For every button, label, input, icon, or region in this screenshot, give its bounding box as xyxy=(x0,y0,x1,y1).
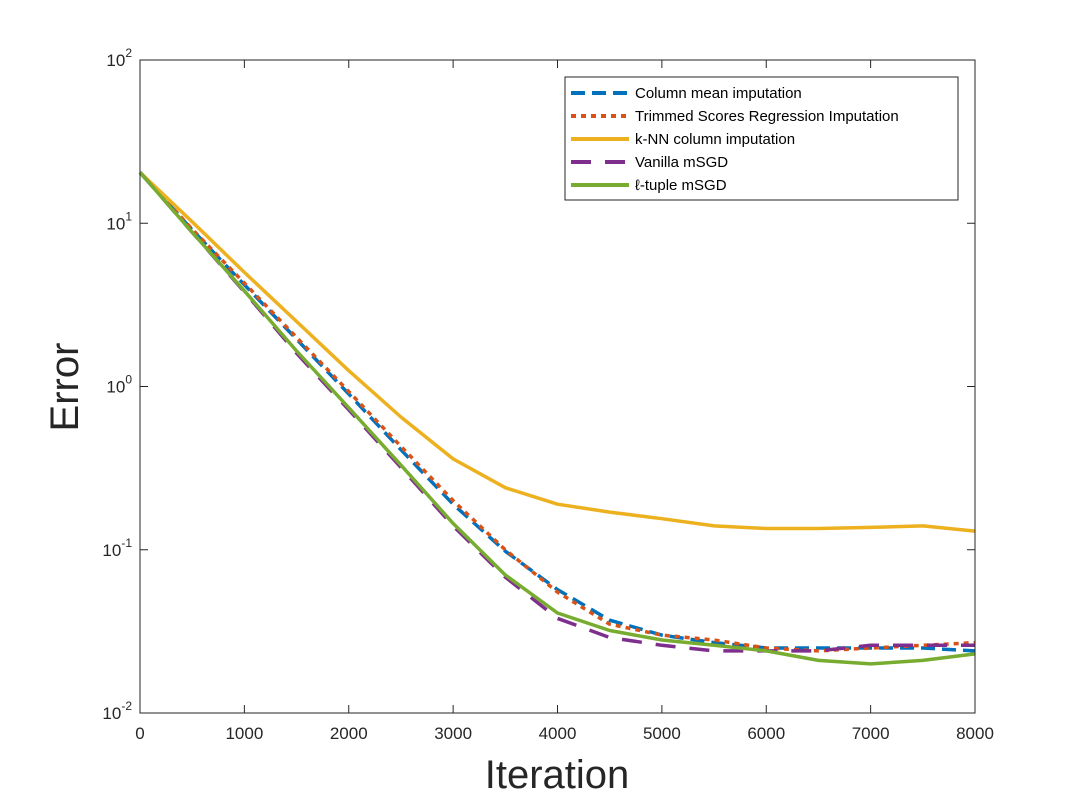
y-tick-label: 102 xyxy=(106,46,132,70)
y-tick-label: 10-2 xyxy=(102,699,132,723)
y-tick-label: 10-1 xyxy=(102,536,132,560)
y-tick-label: 100 xyxy=(106,373,132,397)
series-layer xyxy=(138,171,976,666)
x-tick-label: 8000 xyxy=(956,724,994,743)
legend-label-3: k-NN column imputation xyxy=(635,131,795,148)
x-tick-label: 5000 xyxy=(643,724,681,743)
x-tick-label: 7000 xyxy=(852,724,890,743)
x-tick-label: 6000 xyxy=(747,724,785,743)
legend-box xyxy=(564,76,959,201)
series-line-3 xyxy=(138,171,976,533)
series-line-5 xyxy=(138,171,976,666)
ticks-layer: 0 1000 2000 3000 4000 5000 6000 7000 8000 10-2 10-… xyxy=(102,46,994,743)
x-tick-label: 2000 xyxy=(330,724,368,743)
x-tick-label: 3000 xyxy=(434,724,472,743)
x-tick-label: 0 xyxy=(135,724,144,743)
legend-label-1: Column mean imputation xyxy=(635,85,802,102)
x-tick-label: 1000 xyxy=(225,724,263,743)
legend-label-2: Trimmed Scores Regression Imputation xyxy=(635,108,899,125)
legend-label-4: Vanilla mSGD xyxy=(635,154,728,171)
y-tick-label: 101 xyxy=(106,209,132,233)
y-axis-title: Error xyxy=(43,343,87,432)
x-tick-label: 4000 xyxy=(539,724,577,743)
legend: Column mean imputation Trimmed Scores Reg… xyxy=(564,76,959,201)
series-line-1 xyxy=(138,171,976,653)
legend-label-5: ℓ-tuple mSGD xyxy=(635,177,727,194)
x-axis-title: Iteration xyxy=(485,753,630,797)
